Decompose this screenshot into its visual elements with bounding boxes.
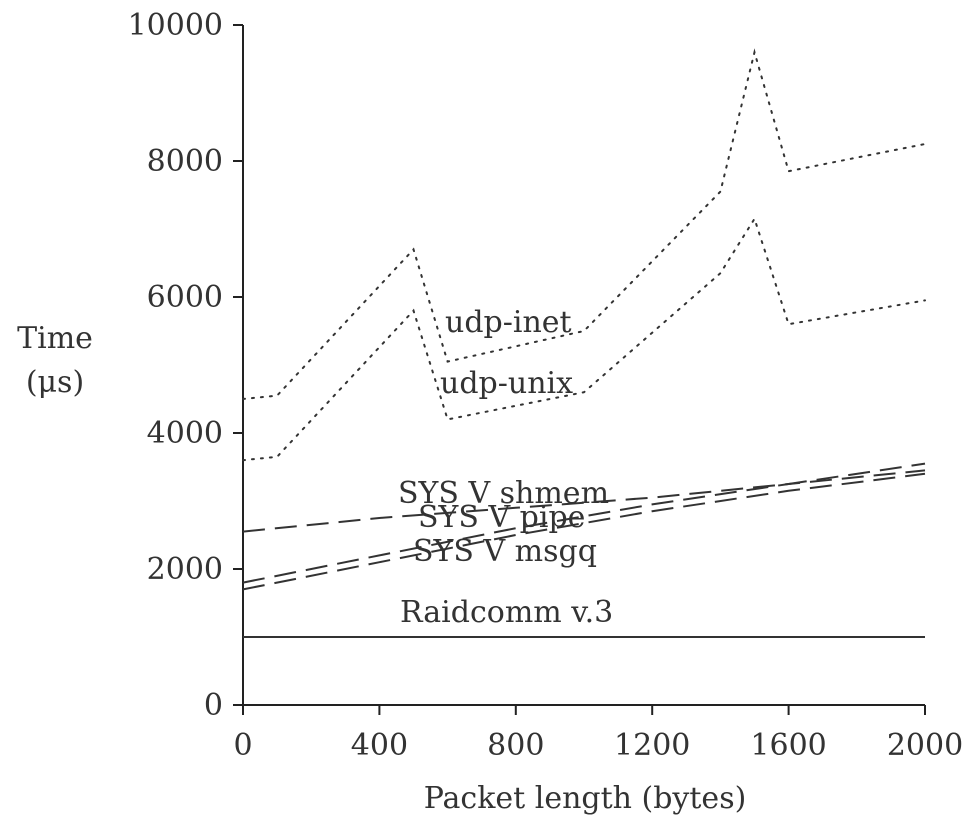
x-tick-label: 400 — [351, 728, 408, 763]
series-lines — [242, 48, 926, 638]
x-tick-label: 800 — [487, 728, 544, 763]
y-tick-label: 4000 — [147, 416, 223, 451]
x-tick-label: 1200 — [614, 728, 690, 763]
series-label-raidcomm: Raidcomm v.3 — [400, 595, 613, 630]
series-label-sysv-pipe: SYS V pipe — [418, 500, 585, 535]
ticks: 0 400 800 1200 1600 2000 0 2000 4000 6000 8000 1000… — [128, 8, 964, 763]
series-label-udp-inet: udp-inet — [445, 305, 572, 340]
y-tick-label: 8000 — [147, 144, 223, 179]
series-line-sys-v-pipe — [242, 469, 926, 584]
x-tick-label: 0 — [233, 728, 252, 763]
axes — [242, 25, 925, 706]
series-label-sysv-msgq: SYS V msgq — [413, 534, 597, 569]
series-line-sys-v-msgq — [242, 472, 926, 591]
y-tick-label: 2000 — [147, 552, 223, 587]
series-label-sysv-shmem: SYS V shmem — [398, 476, 609, 511]
x-tick-label: 1600 — [750, 728, 826, 763]
x-tick-label: 2000 — [887, 728, 963, 763]
series-line-udp-inet — [242, 48, 926, 400]
series-label-udp-unix: udp-unix — [440, 366, 573, 401]
y-tick-label: 10000 — [128, 8, 223, 43]
series-line-udp-unix — [242, 216, 926, 462]
y-axis-label-line1: Time — [17, 321, 93, 356]
x-axis-label: Packet length (bytes) — [424, 781, 747, 816]
y-axis-label-line2: (μs) — [26, 365, 84, 400]
y-tick-label: 0 — [204, 688, 223, 723]
series-line-sys-v-shmem — [242, 462, 926, 533]
y-tick-label: 6000 — [147, 280, 223, 315]
